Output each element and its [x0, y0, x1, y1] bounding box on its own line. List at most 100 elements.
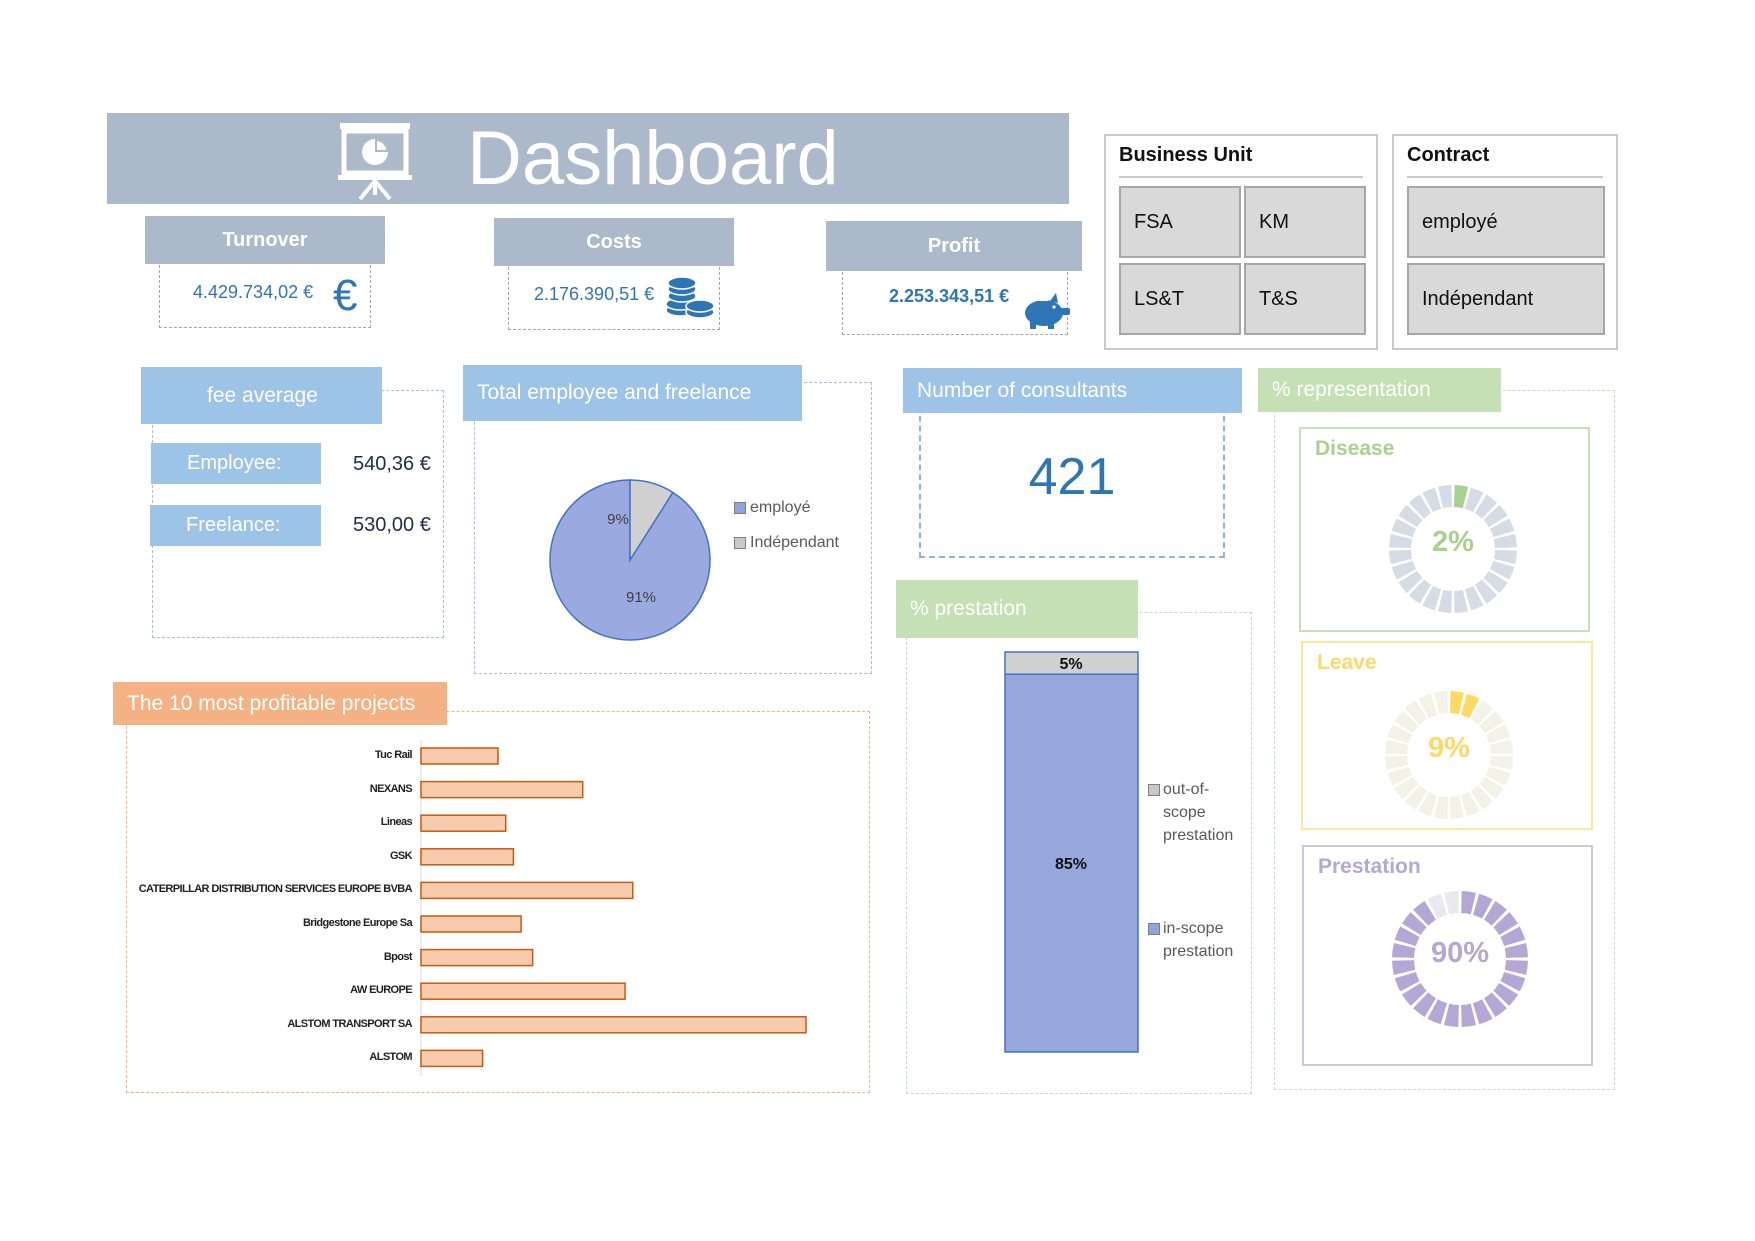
project-bar — [420, 915, 522, 933]
donut-segment — [1385, 739, 1409, 754]
donut-segment — [1464, 487, 1484, 513]
costs-card: Costs 2.176.390,51 € — [494, 218, 734, 332]
legend-in-scope: in-scope prestation — [1148, 917, 1233, 986]
fee-average-title: fee average — [141, 367, 382, 424]
total-employee-title: Total employee and freelance — [463, 365, 802, 421]
profit-label: Profit — [826, 221, 1082, 271]
pie-slice-independant — [629, 479, 674, 563]
bar-label-out-of-scope: 5% — [1059, 656, 1082, 673]
donut-segment — [1461, 891, 1476, 915]
donut-segment — [1493, 912, 1519, 936]
donut-segment — [1483, 992, 1507, 1018]
donut-segment — [1473, 893, 1493, 919]
donut-segment — [1389, 533, 1413, 548]
disease-donut — [1389, 485, 1517, 613]
donut-segment — [1394, 972, 1420, 992]
donut-segment — [1392, 960, 1416, 975]
donut-segment — [1461, 1003, 1476, 1027]
slicer-item-fsa[interactable]: FSA — [1119, 186, 1241, 258]
project-bar — [420, 814, 507, 832]
donut-segment — [1387, 766, 1413, 786]
project-label: Tuc Rail — [374, 749, 413, 761]
donut-segment — [1394, 776, 1419, 800]
project-label: AW EUROPE — [350, 984, 412, 997]
donut-segment — [1392, 943, 1416, 958]
donut-segment — [1500, 972, 1526, 992]
project-label: ALSTOM TRANSPORT SA — [287, 1017, 412, 1030]
donut-segment — [1483, 900, 1507, 926]
donut-segment — [1408, 579, 1432, 604]
donut-segment — [1418, 791, 1438, 817]
donut-segment — [1493, 982, 1519, 1006]
project-bar — [420, 848, 515, 866]
donut-segment — [1387, 724, 1413, 744]
euro-icon: € — [333, 271, 358, 320]
donut-segment — [1444, 891, 1459, 915]
prestation-rep-donut — [1392, 891, 1528, 1027]
donut-segment — [1464, 585, 1484, 611]
donut-segment — [1454, 485, 1469, 509]
donut-segment — [1489, 756, 1513, 771]
donut-segment — [1479, 776, 1504, 800]
legend-employe: employé — [734, 499, 810, 517]
donut-segment — [1500, 926, 1526, 946]
leave-percent: 9% — [1428, 732, 1470, 764]
prestation-title: % prestation — [896, 580, 1138, 638]
project-label: Bpost — [383, 950, 413, 963]
donut-segment — [1422, 585, 1442, 611]
project-bar — [420, 747, 499, 765]
donut-segment — [1504, 960, 1528, 975]
slicer-item-ts[interactable]: T&S — [1244, 263, 1366, 335]
donut-segment — [1433, 795, 1448, 819]
donut-segment — [1401, 982, 1427, 1006]
donut-segment — [1391, 560, 1417, 580]
donut-segment — [1398, 504, 1423, 528]
donut-segment — [1460, 791, 1480, 817]
project-bar — [420, 780, 584, 799]
donut-segment — [1433, 691, 1448, 715]
donut-segment — [1483, 504, 1508, 528]
donut-segment — [1489, 739, 1513, 754]
disease-percent: 2% — [1432, 526, 1474, 558]
turnover-value: 4.429.734,02 € — [193, 282, 314, 302]
slicer-item-employe[interactable]: employé — [1407, 186, 1605, 258]
costs-value: 2.176.390,51 € — [534, 284, 655, 304]
project-label: CATERPILLAR DISTRIBUTION SERVICES EUROPE… — [138, 883, 413, 896]
donut-segment — [1404, 785, 1428, 810]
business-unit-title: Business Unit — [1119, 144, 1253, 166]
page-title: Dashboard — [467, 116, 839, 201]
project-label: NEXANS — [369, 782, 413, 795]
donut-segment — [1483, 570, 1508, 594]
projects-panel — [126, 711, 870, 1093]
slicer-item-lst[interactable]: LS&T — [1119, 263, 1241, 335]
donut-segment — [1427, 893, 1447, 919]
donut-segment — [1413, 900, 1437, 926]
profit-card: Profit 2.253.343,51 € — [826, 221, 1082, 337]
donut-segment — [1493, 550, 1517, 565]
donut-segment — [1394, 710, 1419, 734]
slicer-item-km[interactable]: KM — [1244, 186, 1366, 258]
donut-segment — [1474, 494, 1498, 519]
prestation-rep-percent: 90% — [1430, 937, 1490, 969]
donut-segment — [1408, 494, 1432, 519]
consultants-value: 421 — [1028, 448, 1116, 506]
project-bar — [420, 948, 534, 967]
leave-donut — [1385, 691, 1513, 819]
donut-segment — [1404, 700, 1428, 725]
donut-segment — [1473, 999, 1493, 1025]
turnover-label: Turnover — [145, 216, 385, 264]
representation-title: % representation — [1258, 368, 1501, 412]
leave-label: Leave — [1317, 651, 1377, 674]
donut-segment — [1489, 560, 1515, 580]
donut-segment — [1489, 518, 1515, 538]
donut-segment — [1450, 691, 1465, 715]
turnover-card: Turnover 4.429.734,02 € € — [145, 216, 385, 330]
projects-title: The 10 most profitable projects — [113, 682, 447, 725]
prestation-bar-chart: 85% 5% — [1004, 651, 1139, 1053]
slicer-item-independant[interactable]: Indépendant — [1407, 263, 1605, 335]
project-label: Bridgestone Europe Sa — [302, 917, 413, 929]
business-unit-slicer: Business Unit FSA KM LS&T T&S — [1104, 134, 1378, 350]
project-label: ALSTOM — [369, 1051, 412, 1064]
donut-segment — [1454, 589, 1469, 613]
donut-segment — [1394, 926, 1420, 946]
